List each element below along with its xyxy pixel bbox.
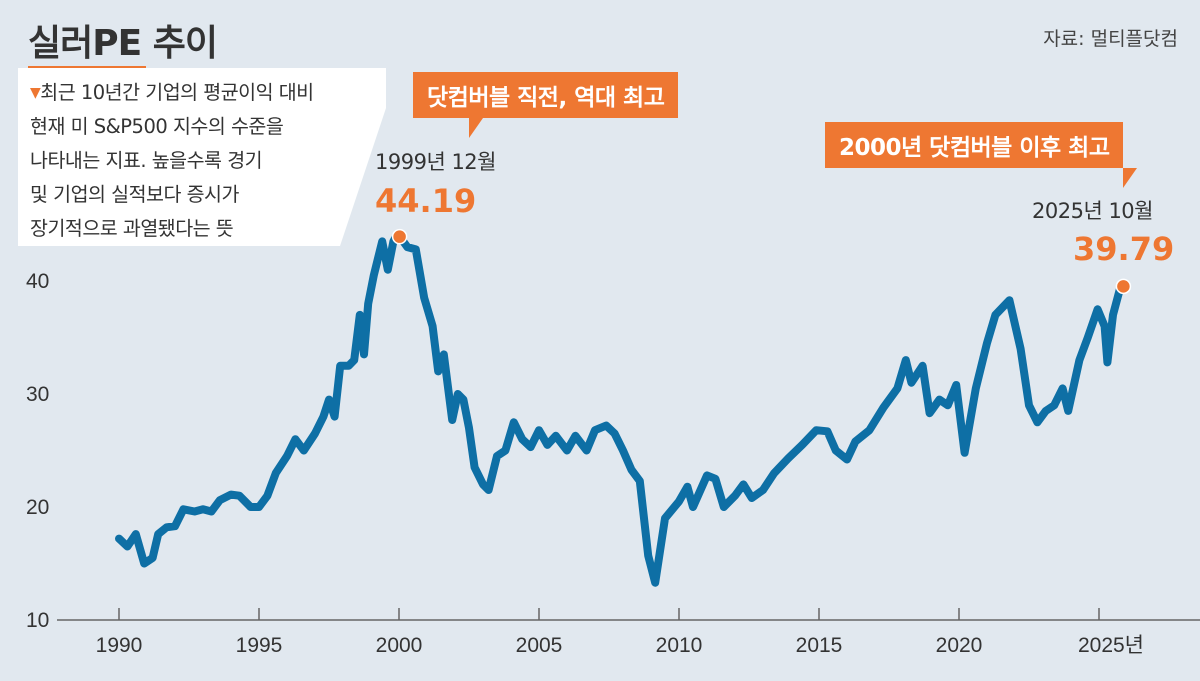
description-text: ▼최근 10년간 기업의 평균이익 대비 현재 미 S&P500 지수의 수준을…: [30, 76, 314, 246]
description-line: 및 기업의 실적보다 증시가: [30, 183, 239, 206]
series-line: [115, 229, 1126, 587]
peak-value-label: 44.19: [375, 182, 477, 220]
latest-callout: 2000년 닷컴버블 이후 최고: [825, 122, 1138, 188]
description-line: 나타내는 지표. 높을수록 경기: [30, 149, 263, 172]
x-tick-label: 2000: [376, 634, 423, 657]
y-tick-label: 10: [26, 609, 49, 632]
description-line: 장기적으로 과열됐다는 뜻: [30, 217, 234, 240]
description-line: 현재 미 S&P500 지수의 수준을: [30, 115, 284, 138]
source-label: 자료: 멀티플닷컴: [1043, 28, 1178, 50]
highlight-point: [391, 228, 408, 245]
x-tick-label: 2025년: [1078, 634, 1144, 657]
description-box: ▼최근 10년간 기업의 평균이익 대비 현재 미 S&P500 지수의 수준을…: [18, 68, 386, 246]
highlight-point: [1115, 278, 1132, 295]
x-tick-label: 2020: [936, 634, 983, 657]
x-tick-label: 2015: [796, 634, 843, 657]
latest-date-label: 2025년 10월: [1032, 199, 1153, 223]
y-tick-label: 30: [26, 383, 49, 406]
y-tick-label: 20: [26, 496, 49, 519]
latest-value-label: 39.79: [1073, 230, 1175, 268]
x-tick-label: 1990: [96, 634, 143, 657]
x-tick-label: 2005: [516, 634, 563, 657]
y-tick-label: 40: [26, 270, 49, 293]
description-box-bg: [18, 68, 386, 246]
peak-date-label: 1999년 12월: [375, 150, 496, 174]
chart-title: 실러PE 추이: [28, 23, 218, 64]
triangle-down-icon: ▼: [30, 85, 41, 101]
x-tick-label: 2010: [656, 634, 703, 657]
peak-callout: 닷컴버블 직전, 역대 최고: [413, 72, 679, 138]
x-tick-label: 1995: [236, 634, 283, 657]
description-line: 최근 10년간 기업의 평균이익 대비: [40, 81, 314, 104]
